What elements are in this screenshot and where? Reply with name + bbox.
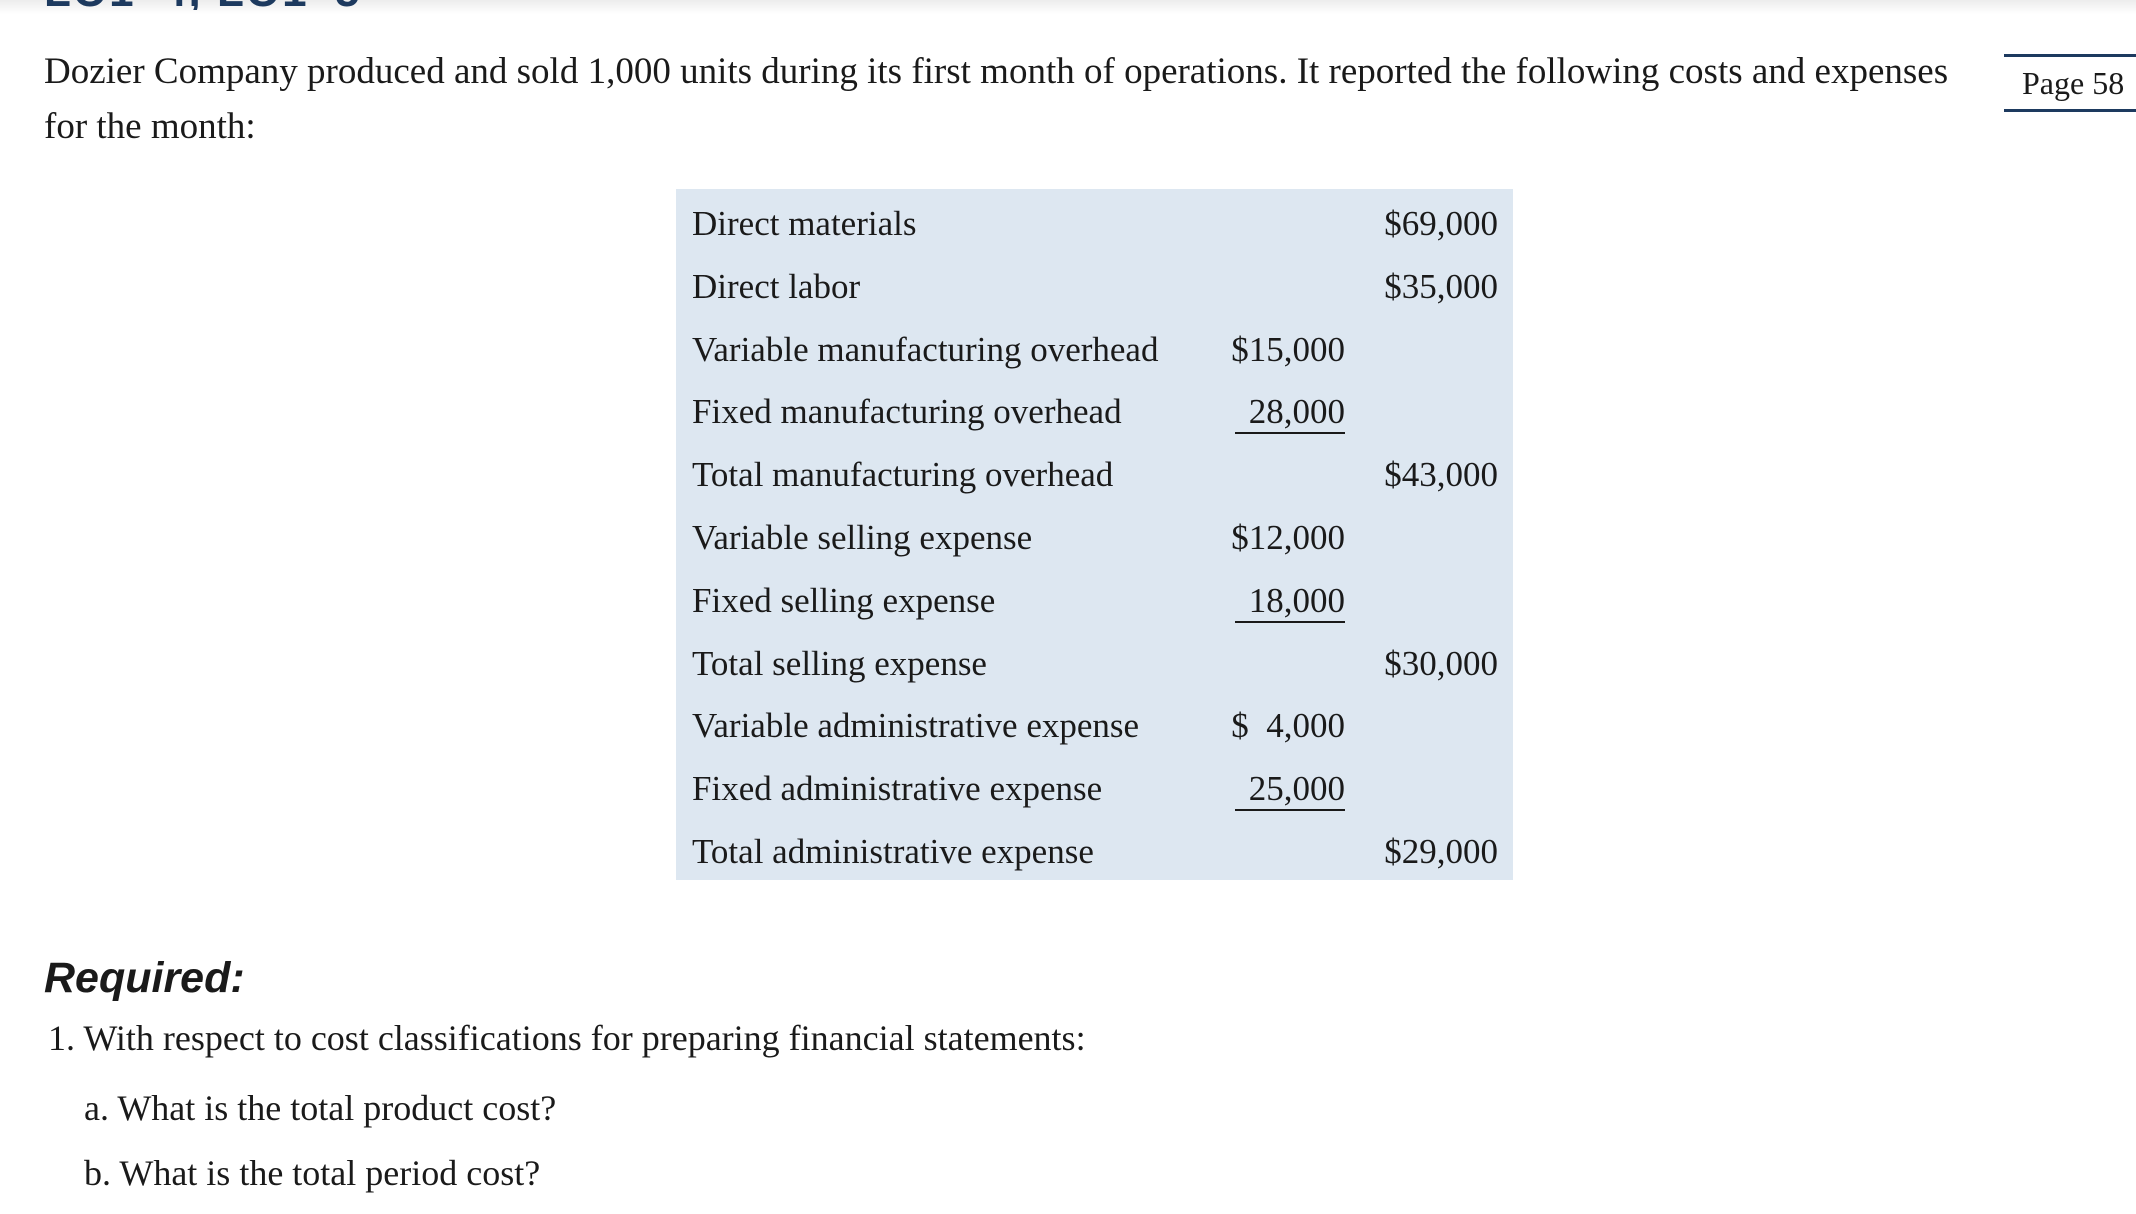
table-row: Fixed manufacturing overhead 28,000: [676, 380, 1513, 443]
row-sub-amount: $ 4,000: [1231, 706, 1345, 746]
required-heading: Required:: [44, 954, 245, 1002]
table-row: Variable administrative expense $ 4,000: [676, 694, 1513, 757]
row-amount: $69,000: [1384, 204, 1498, 243]
table-row: Fixed selling expense 18,000: [676, 569, 1513, 632]
table-row: Total selling expense $30,000: [676, 632, 1513, 695]
question-1: 1. With respect to cost classifications …: [48, 1018, 1086, 1058]
row-amount: $35,000: [1384, 266, 1498, 306]
page-number-marker: Page 58: [2004, 54, 2136, 112]
row-amount: $43,000: [1384, 455, 1498, 495]
cost-table: Direct materials $69,000 Direct labor $3…: [676, 189, 1513, 880]
table-row: Direct labor $35,000: [676, 255, 1513, 318]
row-label: Total manufacturing overhead: [692, 455, 1114, 495]
row-label: Fixed selling expense: [692, 580, 996, 620]
row-label: Total administrative expense: [692, 831, 1094, 871]
row-label: Total selling expense: [692, 643, 987, 683]
row-sub-amount: 25,000: [1234, 769, 1345, 812]
row-label: Variable manufacturing overhead: [692, 329, 1159, 369]
problem-intro: Dozier Company produced and sold 1,000 u…: [44, 51, 1949, 147]
row-sub-amount: 28,000: [1234, 392, 1345, 435]
row-label: Direct labor: [692, 266, 861, 306]
row-label: Fixed manufacturing overhead: [692, 392, 1122, 432]
table-row: Direct materials $69,000: [676, 192, 1513, 255]
row-sub-amount: $12,000: [1231, 517, 1345, 557]
row-amount: $30,000: [1384, 643, 1498, 683]
question-1a: a. What is the total product cost?: [84, 1088, 557, 1128]
table-row: Variable manufacturing overhead $15,000: [676, 318, 1513, 381]
row-sub-amount: $15,000: [1231, 329, 1345, 369]
row-label: Variable administrative expense: [692, 706, 1140, 746]
table-row: Fixed administrative expense 25,000: [676, 757, 1513, 820]
row-amount: $29,000: [1384, 831, 1498, 871]
table-row: Total administrative expense $29,000: [676, 820, 1513, 883]
top-edge-shadow: [0, 0, 2136, 14]
question-1b: b. What is the total period cost?: [84, 1153, 541, 1193]
table-row: Variable selling expense $12,000: [676, 506, 1513, 569]
row-label: Variable selling expense: [692, 517, 1033, 557]
learning-objective-heading-fragment: LO1–4, LO1–5: [44, 0, 361, 10]
table-row: Total manufacturing overhead $43,000: [676, 443, 1513, 506]
row-label: Direct materials: [692, 204, 917, 243]
row-sub-amount: 18,000: [1234, 581, 1345, 623]
row-label: Fixed administrative expense: [692, 769, 1103, 809]
